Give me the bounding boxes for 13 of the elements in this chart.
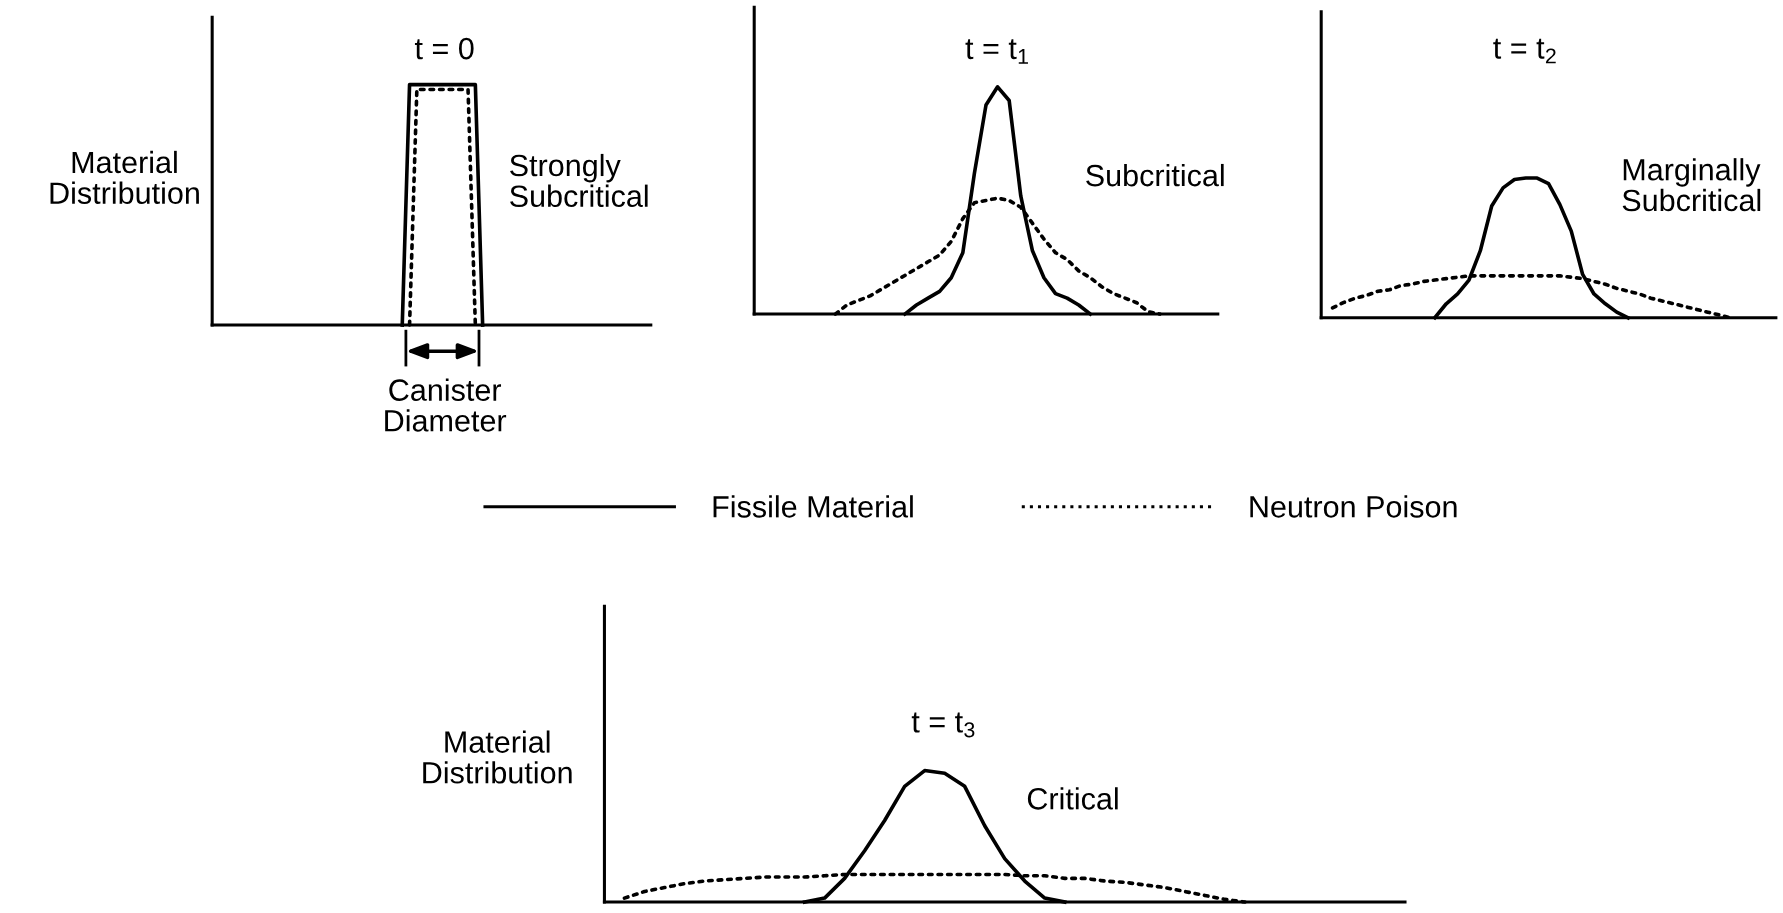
y-axis-title: Material Distribution — [423, 730, 572, 784]
annotation: Critical — [1027, 787, 1118, 810]
annotation: Strongly Subcritical — [510, 153, 648, 208]
y-axis-title: Material Distribution — [50, 150, 199, 204]
chart-title: t = 0 — [414, 37, 474, 60]
annotation: Marginally Subcritical — [1622, 158, 1761, 212]
chart-title: t = t$_{1}$ — [965, 39, 1028, 64]
chart-title: t = t$_{2}$ — [1493, 38, 1556, 64]
text: Canister Diameter — [385, 378, 507, 432]
text: Fissile Material — [713, 495, 913, 518]
text: Neutron Poison — [1250, 495, 1457, 518]
chart-title: t = t$_{3}$ — [911, 712, 975, 738]
annotation: Subcritical — [1086, 163, 1224, 187]
